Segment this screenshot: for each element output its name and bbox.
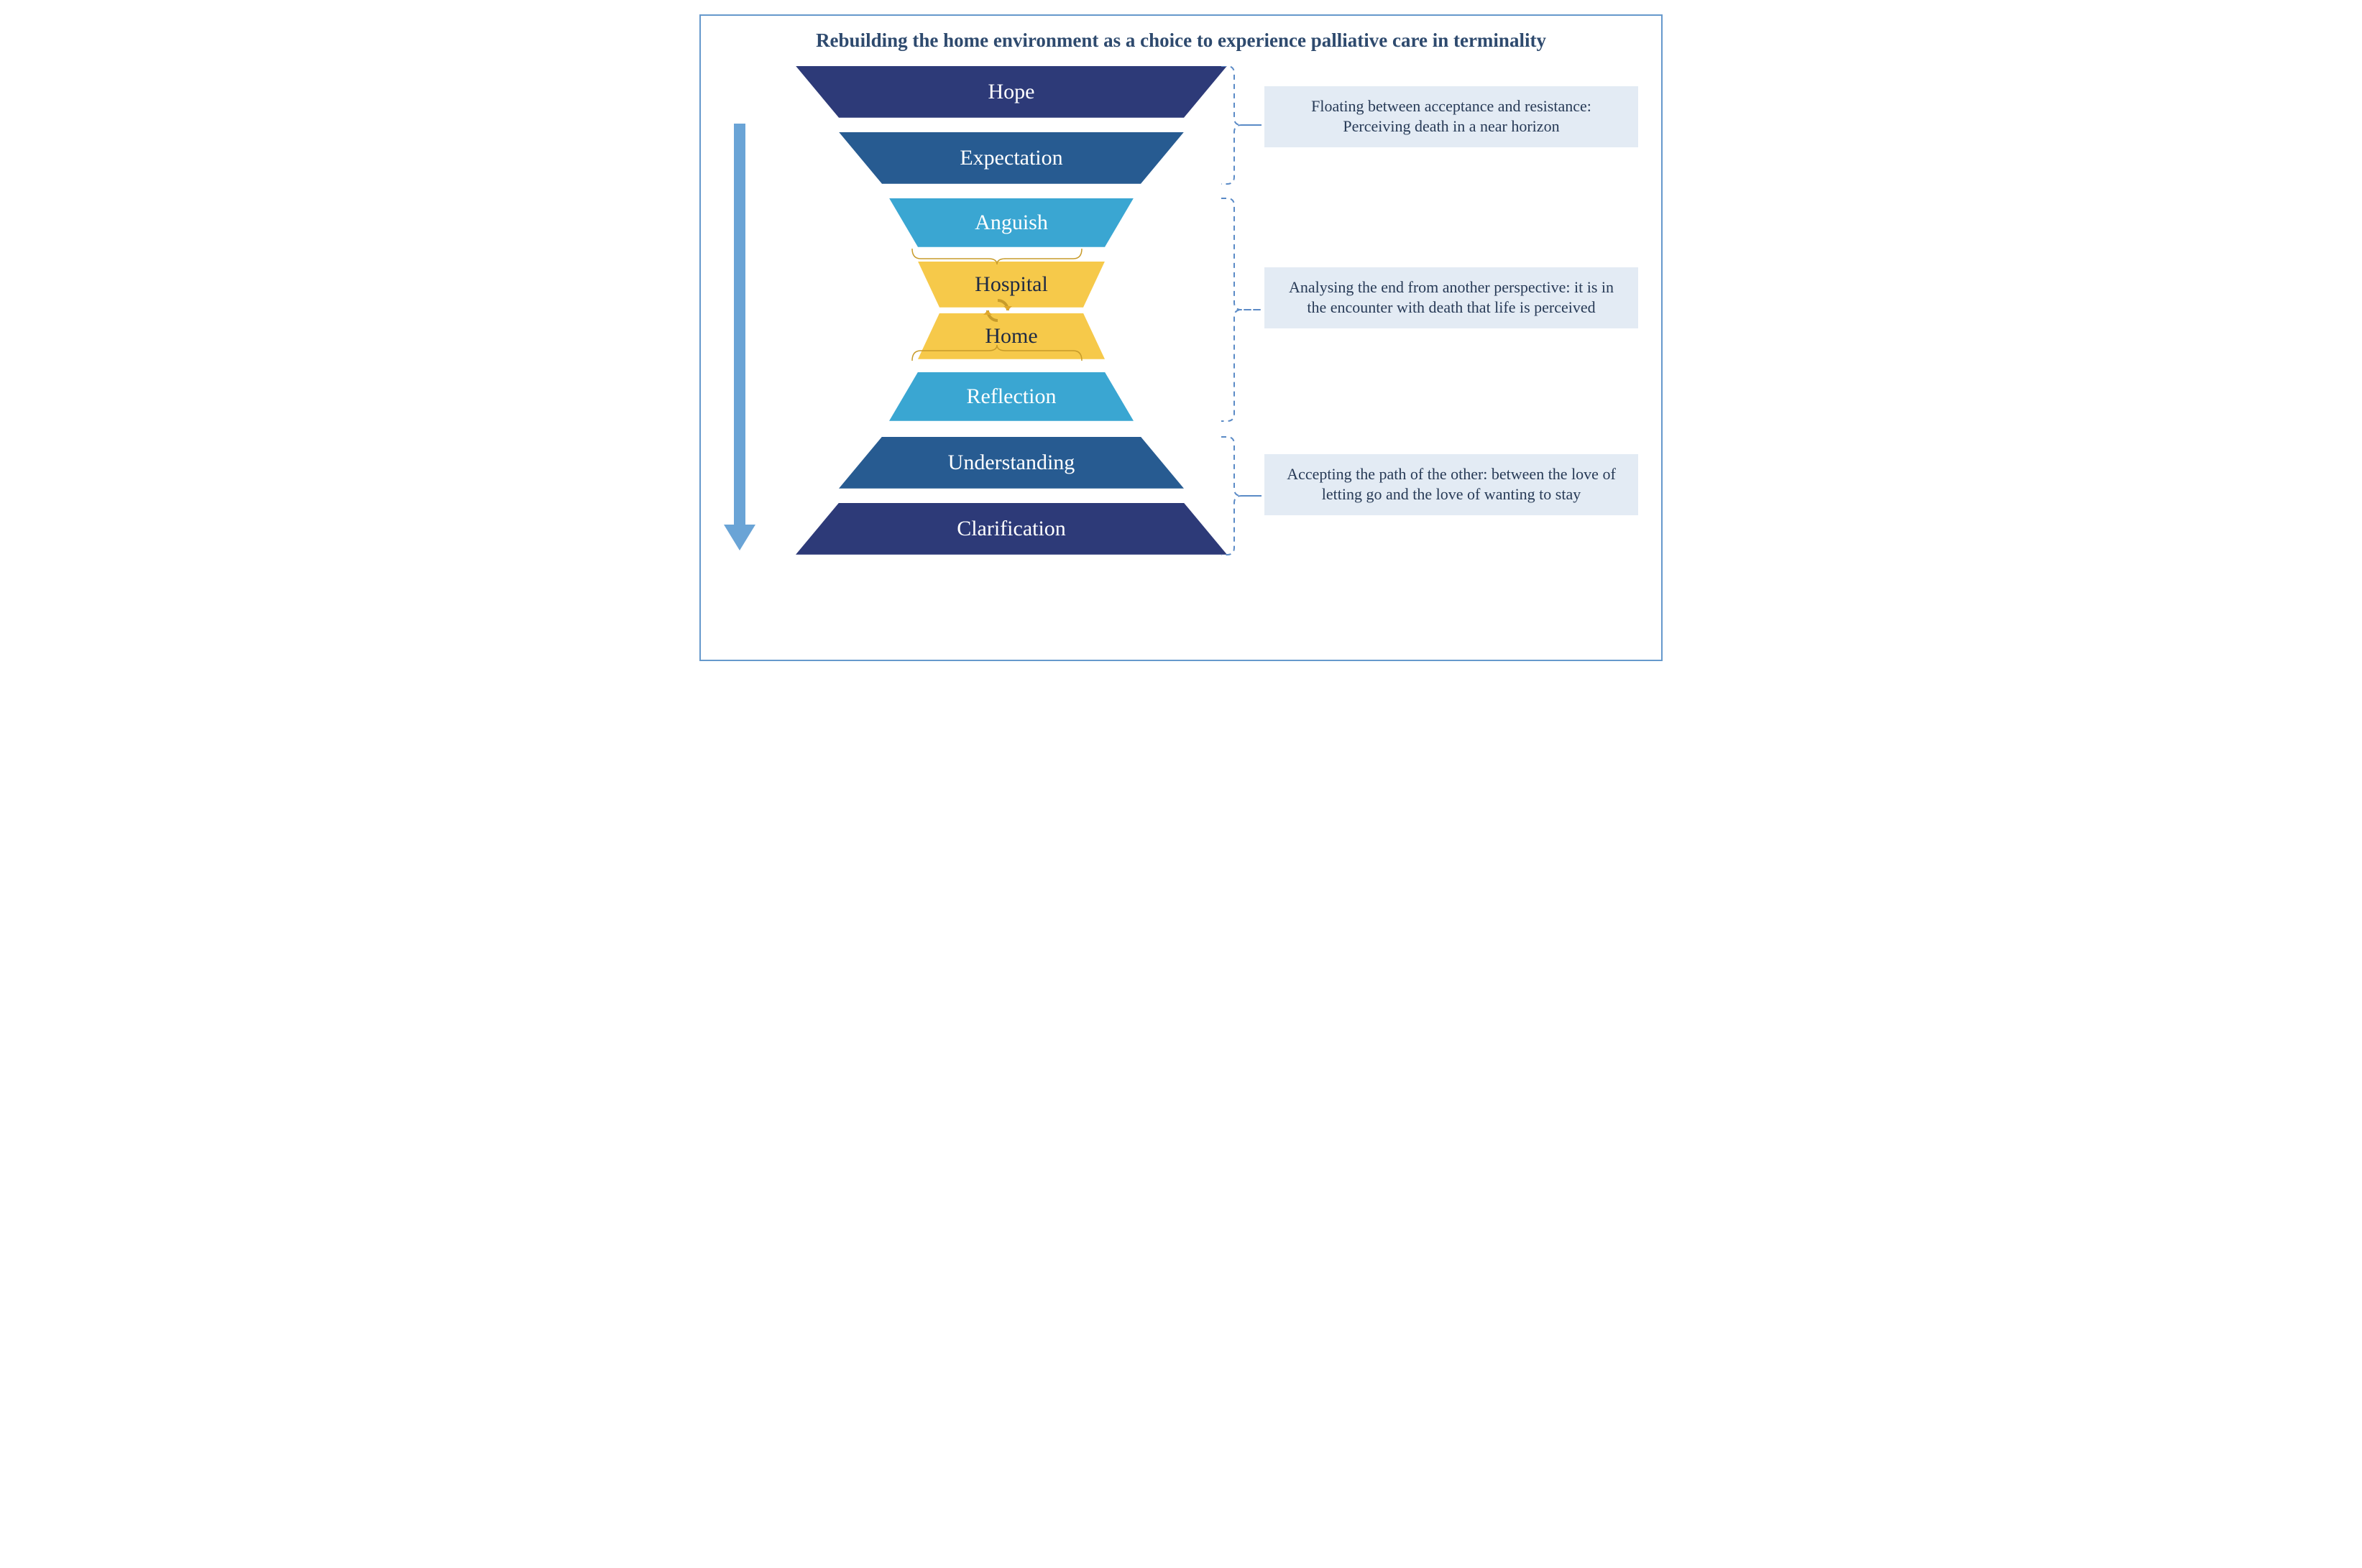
bracket-group-3 <box>1221 437 1262 555</box>
funnel-stage-label: Hospital <box>975 272 1048 297</box>
funnel-stage-expectation: Expectation <box>839 132 1184 184</box>
diagram-content: Hope Expectation Anguish Hospital Home Reflec… <box>718 66 1644 612</box>
description-box-group-2: Analysing the end from another perspecti… <box>1264 267 1638 328</box>
funnel-stage-understanding: Understanding <box>839 437 1184 489</box>
bracket-group-2 <box>1221 198 1262 421</box>
funnel-stage-label: Clarification <box>957 517 1066 541</box>
description-box-group-1: Floating between acceptance and resistan… <box>1264 86 1638 147</box>
diagram-frame: Rebuilding the home environment as a cho… <box>699 14 1663 661</box>
funnel-stage-label: Anguish <box>975 211 1048 235</box>
funnel-stage-label: Reflection <box>967 384 1057 409</box>
funnel-column: Hope Expectation Anguish Hospital Home Reflec… <box>767 66 1227 612</box>
funnel-stage-label: Home <box>985 324 1037 349</box>
funnel-stage-label: Hope <box>988 80 1035 104</box>
funnel-stage-label: Understanding <box>948 451 1075 475</box>
funnel-stage-clarification: Clarification <box>796 503 1227 555</box>
cycle-arrows-icon <box>983 296 1012 325</box>
funnel-stage-hope: Hope <box>796 66 1227 118</box>
funnel-stage-reflection: Reflection <box>889 372 1134 421</box>
bracket-group-1 <box>1221 66 1262 184</box>
funnel-stage-anguish: Anguish <box>889 198 1134 247</box>
arrow-head-icon <box>724 525 755 550</box>
funnel-stage-label: Expectation <box>960 146 1062 170</box>
diagram-title: Rebuilding the home environment as a cho… <box>718 29 1644 53</box>
flow-arrow-down <box>727 124 753 555</box>
description-box-group-3: Accepting the path of the other: between… <box>1264 454 1638 515</box>
arrow-shaft <box>734 124 745 526</box>
